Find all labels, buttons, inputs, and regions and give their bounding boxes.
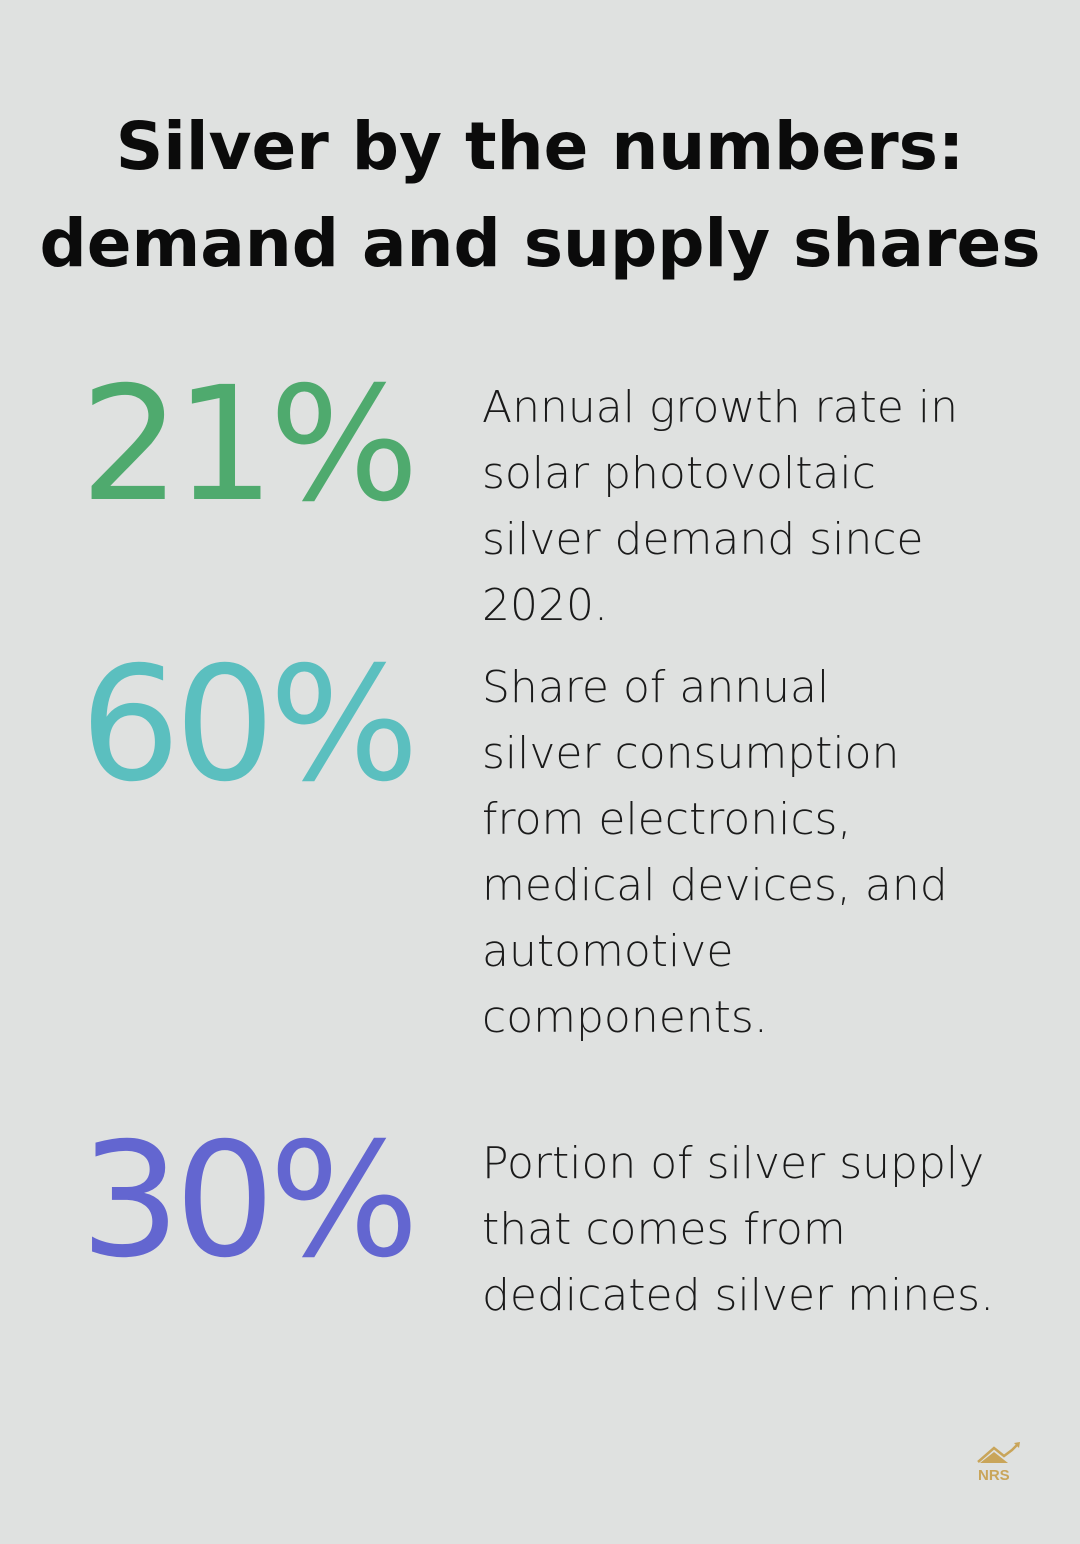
stat-description: Portion of silver supply that comes from…	[482, 1138, 995, 1321]
title-line-2: demand and supply shares	[39, 205, 1041, 282]
logo-mountain-arrow-icon: NRS	[977, 1442, 1020, 1484]
stat-value: 60%	[80, 633, 419, 817]
stat-description: Share of annual silver consumption from …	[482, 662, 948, 1043]
title-line-1: Silver by the numbers:	[115, 108, 965, 185]
stat-value: 21%	[80, 353, 419, 537]
nrs-logo: NRS	[974, 1440, 1024, 1484]
stat-value: 30%	[80, 1109, 419, 1293]
page-title: Silver by the numbers: demand and supply…	[0, 98, 1080, 292]
svg-text:NRS: NRS	[978, 1467, 1010, 1484]
stat-description: Annual growth rate in solar photovoltaic…	[482, 382, 958, 631]
